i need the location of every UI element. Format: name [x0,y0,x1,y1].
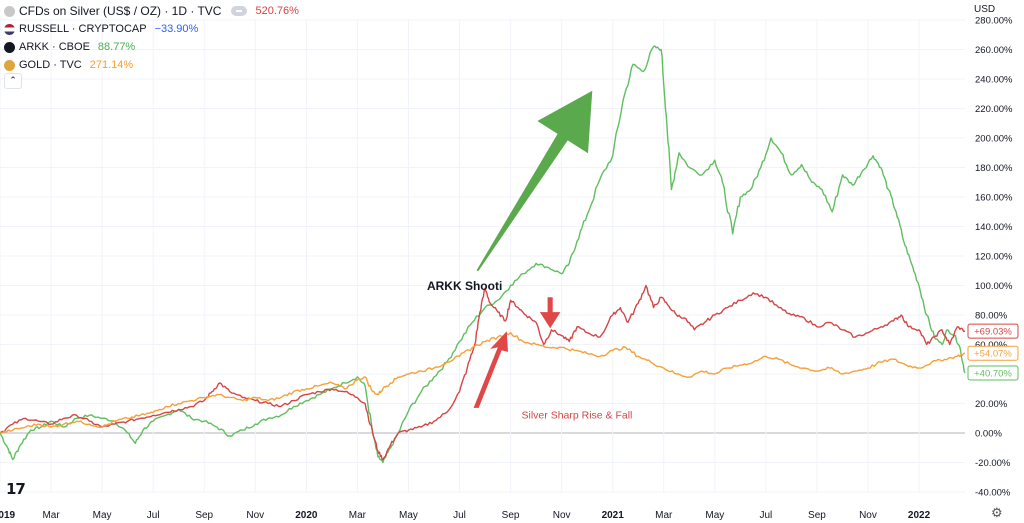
y-tick-label: 80.00% [975,311,1008,322]
y-tick-label: -40.00% [975,488,1011,499]
collapse-legend-button[interactable]: ⌃ [4,73,22,89]
x-tick-label: Mar [655,510,673,521]
red-rise-arrow [473,331,508,408]
x-tick-label: Mar [349,510,367,521]
y-tick-label: 60.00% [975,340,1008,351]
y-tick-label: 200.00% [975,134,1013,145]
legend-label: ARKK · CBOE [19,41,90,53]
currency-label[interactable]: USD [974,4,996,15]
legend-change: −33.90% [154,23,199,35]
last-value-label: +54.07% [974,349,1012,360]
legend-label: RUSSELL · CRYPTOCAP [19,23,147,35]
gold-coin-icon [4,59,15,71]
x-tick-label: Nov [859,510,877,521]
x-tick-label: Nov [553,510,571,521]
x-tick-label: 2019 [0,510,16,521]
x-tick-label: May [399,510,418,521]
series-line-silver [0,284,966,461]
x-tick-label: 2020 [295,510,318,521]
last-value-tag [967,365,1019,381]
x-tick-label: Jul [453,510,466,521]
y-tick-label: 20.00% [975,399,1008,410]
main-series-change: 520.76% [255,5,299,17]
legend-main-series[interactable]: CFDs on Silver (US$ / OZ) · 1D · TVC 520… [4,2,299,20]
legend-label: GOLD · TVC [19,59,82,71]
series-line-gold [0,332,966,434]
last-value-tag [967,323,1019,339]
x-tick-label: May [93,510,112,521]
red-fall-arrow [539,297,561,329]
y-tick-label: 100.00% [975,281,1013,292]
visibility-toggle-icon[interactable] [231,6,248,16]
y-tick-label: 120.00% [975,252,1013,263]
tradingview-logo-icon[interactable]: 17 [6,480,26,498]
legend-row-arkk[interactable]: ARKK · CBOE 88.77% [4,38,299,56]
y-tick-label: 280.00% [975,16,1013,27]
chart-annotation: ARKK Shooti [427,279,502,293]
y-tick-label: 260.00% [975,45,1013,56]
y-tick-label: 140.00% [975,222,1013,233]
x-tick-label: Jul [147,510,160,521]
silver-series-icon [4,5,15,17]
x-tick-label: 2022 [908,510,931,521]
x-tick-label: Sep [195,510,213,521]
legend-change: 271.14% [89,59,134,71]
y-tick-label: 240.00% [975,75,1013,86]
y-tick-label: -20.00% [975,458,1011,469]
x-tick-label: Nov [246,510,264,521]
legend-row-russell[interactable]: RUSSELL · CRYPTOCAP −33.90% [4,20,299,38]
series-line-arkk [0,45,966,464]
chart-legend: CFDs on Silver (US$ / OZ) · 1D · TVC 520… [4,2,299,74]
x-tick-label: 2021 [602,510,625,521]
y-tick-label: 160.00% [975,193,1013,204]
chart-annotation: Silver Sharp Rise & Fall [522,409,633,421]
last-value-label: +40.70% [974,368,1012,379]
us-flag-icon [4,23,15,35]
last-value-tag [967,345,1019,361]
arkk-logo-icon [4,41,15,53]
settings-gear-icon[interactable]: ⚙ [991,505,1003,520]
x-tick-label: Sep [502,510,520,521]
x-tick-label: Mar [42,510,60,521]
legend-change: 88.77% [97,41,136,53]
y-tick-label: 220.00% [975,104,1013,115]
y-tick-label: 0.00% [975,429,1002,440]
x-tick-label: Sep [808,510,826,521]
last-value-label: +69.03% [974,327,1012,338]
green-trend-arrow [476,90,593,272]
y-tick-label: 180.00% [975,163,1013,174]
x-tick-label: Jul [759,510,772,521]
legend-row-gold[interactable]: GOLD · TVC 271.14% [4,56,299,74]
main-series-title: CFDs on Silver (US$ / OZ) · 1D · TVC [19,4,222,18]
x-tick-label: May [705,510,724,521]
